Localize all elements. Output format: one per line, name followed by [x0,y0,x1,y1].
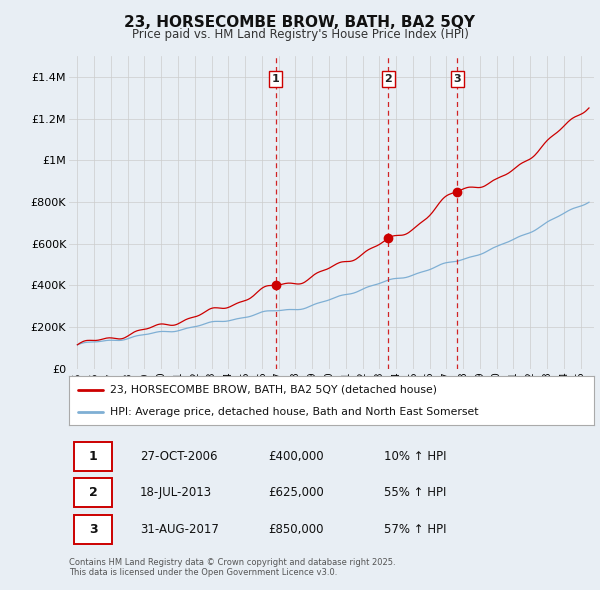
Text: 55% ↑ HPI: 55% ↑ HPI [384,486,446,500]
Text: 23, HORSECOMBE BROW, BATH, BA2 5QY (detached house): 23, HORSECOMBE BROW, BATH, BA2 5QY (deta… [110,385,437,395]
Text: £850,000: £850,000 [269,523,324,536]
FancyBboxPatch shape [74,442,112,471]
Text: 2: 2 [385,74,392,84]
FancyBboxPatch shape [74,514,112,544]
Text: 2: 2 [89,486,98,500]
Text: £400,000: £400,000 [269,450,324,463]
Text: 23, HORSECOMBE BROW, BATH, BA2 5QY: 23, HORSECOMBE BROW, BATH, BA2 5QY [125,15,476,30]
Text: 3: 3 [89,523,97,536]
Text: 1: 1 [89,450,98,463]
Text: Price paid vs. HM Land Registry's House Price Index (HPI): Price paid vs. HM Land Registry's House … [131,28,469,41]
Text: HPI: Average price, detached house, Bath and North East Somerset: HPI: Average price, detached house, Bath… [110,407,478,417]
Text: 27-OCT-2006: 27-OCT-2006 [140,450,217,463]
Text: 18-JUL-2013: 18-JUL-2013 [140,486,212,500]
FancyBboxPatch shape [74,478,112,507]
Text: 10% ↑ HPI: 10% ↑ HPI [384,450,446,463]
Text: £625,000: £625,000 [269,486,324,500]
Text: 31-AUG-2017: 31-AUG-2017 [140,523,219,536]
Text: Contains HM Land Registry data © Crown copyright and database right 2025.
This d: Contains HM Land Registry data © Crown c… [69,558,395,577]
Text: 1: 1 [272,74,280,84]
Text: 57% ↑ HPI: 57% ↑ HPI [384,523,446,536]
Text: 3: 3 [454,74,461,84]
